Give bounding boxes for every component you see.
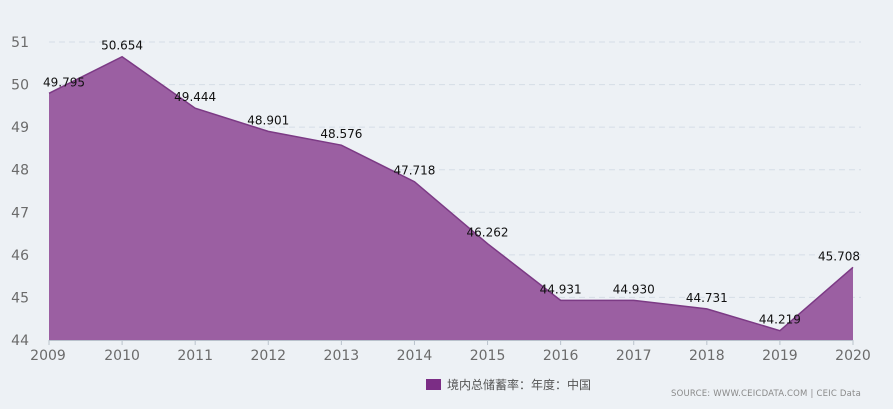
- y-axis: 44 45 46 47 48 49 50 51: [11, 35, 29, 349]
- x-axis: 2009 2010 2011 2012 2013 2014 2015 2016 2017 2018…: [30, 340, 871, 364]
- y-tick-label: 48: [11, 163, 29, 179]
- x-tick-label: 2020: [835, 348, 871, 364]
- data-label: 47.718: [393, 164, 435, 178]
- series-line: [48, 55, 854, 332]
- y-tick-label: 45: [11, 290, 29, 306]
- x-tick-label: 2013: [324, 348, 360, 364]
- legend[interactable]: 境内总储蓄率：年度：中国: [426, 376, 591, 393]
- y-tick-label: 47: [11, 205, 29, 221]
- data-label: 48.901: [247, 113, 289, 127]
- data-label: 44.219: [759, 313, 801, 327]
- source-credit: SOURCE: WWW.CEICDATA.COM | CEIC Data: [671, 389, 861, 399]
- x-tick-label: 2011: [177, 348, 213, 364]
- data-label: 49.444: [174, 90, 216, 104]
- x-tick-label: 2010: [104, 348, 140, 364]
- y-tick-label: 46: [11, 248, 29, 264]
- y-tick-label: 51: [11, 35, 29, 51]
- y-tick-label: 50: [11, 78, 29, 94]
- data-label: 50.654: [101, 39, 143, 53]
- x-tick-label: 2015: [470, 348, 506, 364]
- x-tick-label: 2014: [397, 348, 433, 364]
- data-label: 44.931: [540, 282, 582, 296]
- x-tick-label: 2019: [762, 348, 798, 364]
- area-series: [48, 55, 854, 341]
- x-tick-label: 2017: [616, 348, 652, 364]
- data-label: 44.930: [613, 282, 655, 296]
- y-tick-label: 49: [11, 120, 29, 136]
- data-labels: 49.795 50.654 49.444 48.901 48.576 47.718 46.2…: [43, 39, 860, 327]
- data-label: 45.708: [818, 249, 860, 263]
- legend-swatch: [426, 379, 441, 390]
- x-tick-label: 2012: [250, 348, 286, 364]
- area-fill: [49, 56, 853, 341]
- x-tick-label: 2016: [543, 348, 579, 364]
- data-label: 48.576: [320, 127, 362, 141]
- data-label: 46.262: [467, 226, 509, 240]
- data-label: 49.795: [43, 75, 85, 89]
- data-label: 44.731: [686, 291, 728, 305]
- legend-label: 境内总储蓄率：年度：中国: [447, 378, 592, 392]
- y-tick-label: 44: [11, 333, 29, 349]
- x-tick-label: 2009: [30, 348, 66, 364]
- x-tick-label: 2018: [689, 348, 725, 364]
